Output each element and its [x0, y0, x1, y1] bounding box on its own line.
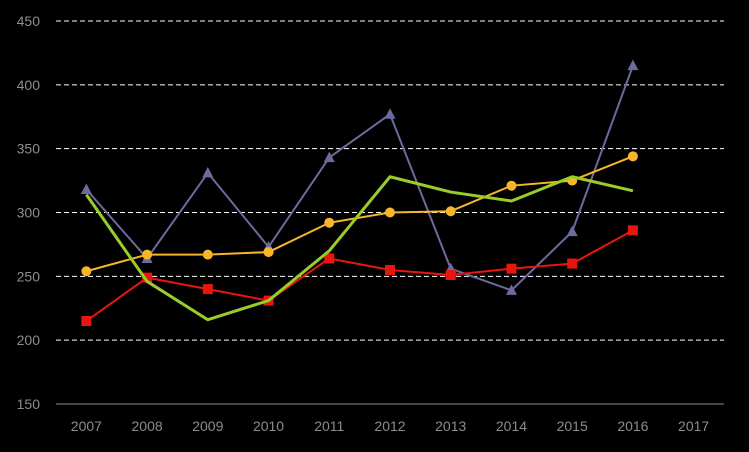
square-marker: [627, 225, 638, 236]
x-tick-label: 2007: [71, 418, 102, 434]
series-group: [80, 59, 639, 327]
circle-marker: [324, 217, 335, 228]
circle-marker: [445, 206, 456, 217]
triangle-marker: [627, 59, 639, 71]
x-tick-label: 2012: [374, 418, 405, 434]
triangle-marker: [384, 108, 396, 119]
circle-marker: [81, 266, 92, 277]
y-tick-label: 250: [17, 268, 41, 284]
y-tick-label: 200: [17, 332, 41, 348]
x-tick-label: 2010: [253, 418, 284, 434]
x-tick-label: 2017: [678, 418, 709, 434]
square-marker: [324, 253, 335, 264]
series-line: [85, 65, 634, 292]
circle-marker: [627, 151, 638, 162]
square-marker: [142, 272, 153, 283]
x-tick-label: 2013: [435, 418, 466, 434]
gridlines: [56, 20, 724, 341]
circle-marker: [142, 249, 153, 260]
y-tick-label: 400: [17, 77, 41, 93]
circle-marker: [263, 247, 274, 258]
square-marker: [567, 258, 578, 269]
y-tick-label: 300: [17, 205, 41, 221]
x-tick-label: 2009: [192, 418, 223, 434]
triangle-marker: [505, 284, 517, 295]
x-tick-label: 2008: [132, 418, 163, 434]
triangle-marker: [323, 151, 335, 163]
square-marker: [81, 316, 92, 327]
x-axis-ticks: 2007 2008 2009 2010 2011 2012 2013 2014 2015 2016…: [71, 418, 710, 434]
triangle-marker: [202, 166, 214, 178]
y-axis-ticks: 150 200 250 300 350 400 450: [17, 13, 41, 412]
square-marker: [506, 263, 517, 274]
triangle-marker: [566, 225, 578, 237]
y-tick-label: 150: [17, 396, 41, 412]
square-marker: [385, 264, 395, 275]
x-tick-label: 2014: [496, 418, 527, 434]
circle-marker: [202, 249, 213, 260]
series-line: [86, 155, 634, 273]
circle-marker: [506, 180, 517, 191]
square-marker: [445, 270, 456, 281]
circle-marker: [385, 207, 395, 218]
square-marker: [202, 284, 213, 295]
series-line: [85, 175, 634, 322]
series-line: [85, 229, 634, 322]
y-tick-label: 450: [17, 13, 41, 29]
x-tick-label: 2011: [314, 418, 344, 434]
triangle-marker: [80, 183, 92, 195]
x-tick-label: 2016: [617, 418, 648, 434]
y-tick-label: 350: [17, 141, 41, 157]
x-tick-label: 2015: [557, 418, 588, 434]
